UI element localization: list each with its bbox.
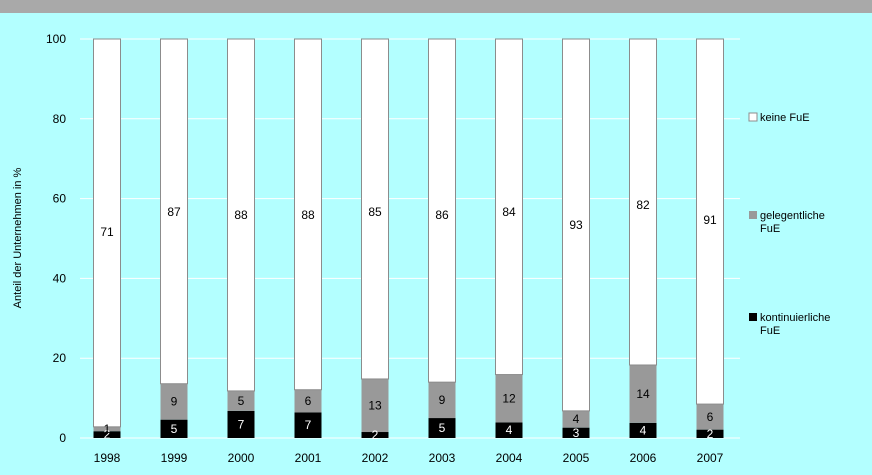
data-label: 93: [569, 218, 583, 232]
y-tick-label: 0: [59, 431, 66, 445]
bar-segment: [361, 38, 389, 380]
x-tick-label: 2006: [630, 451, 657, 465]
data-label: 5: [171, 422, 178, 436]
bar-segment: [696, 429, 724, 438]
x-tick-label: 2007: [697, 451, 724, 465]
data-label: 87: [167, 205, 181, 219]
y-tick-label: 20: [53, 351, 67, 365]
bar-segment: [428, 38, 456, 383]
x-tick-label: 2003: [429, 451, 456, 465]
legend: keine FuE gelegentliche FuE kontinuierliche…: [748, 112, 830, 337]
bar-segment: [629, 422, 657, 438]
y-tick-label: 80: [53, 112, 67, 126]
legend-label: keine FuE: [760, 112, 810, 124]
bar-segment: [629, 364, 657, 423]
y-tick-label: 100: [46, 32, 66, 46]
y-axis-label: Anteil der Unternehmen in %: [12, 167, 24, 308]
data-label: 2: [707, 427, 714, 441]
x-tick-label: 2000: [228, 451, 255, 465]
bar-segment: [361, 432, 389, 438]
data-label: 5: [238, 394, 245, 408]
bar-segment: [361, 378, 389, 433]
x-tick-label: 2002: [362, 451, 389, 465]
bar-segment: [93, 426, 121, 432]
legend-swatch: [749, 313, 757, 321]
bar-segment: [227, 390, 255, 411]
y-tick-label: 60: [53, 192, 67, 206]
data-label: 2: [372, 428, 379, 442]
data-label: 71: [100, 225, 114, 239]
data-label: 13: [368, 398, 382, 412]
data-label: 4: [506, 423, 513, 437]
bar-segment: [495, 374, 523, 423]
data-label: 6: [707, 410, 714, 424]
legend-swatch: [749, 211, 757, 219]
data-label: 12: [502, 391, 516, 405]
data-label: 4: [640, 423, 647, 437]
data-label: 88: [234, 208, 248, 222]
bar-segment: [428, 418, 456, 438]
data-label: 2: [104, 428, 111, 442]
x-tick-label: 2001: [295, 451, 322, 465]
data-label: 14: [636, 387, 650, 401]
data-label: 85: [368, 205, 382, 219]
bar-segment: [562, 427, 590, 438]
bar-segment: [696, 38, 724, 405]
x-tick-labels: 1998 1999 2000 2001 2002 2003 2004 2005 2006 2007: [94, 451, 724, 465]
bar-segment: [160, 38, 188, 385]
bar-segment: [428, 382, 456, 419]
bar-segment: [294, 38, 322, 391]
data-label: 1: [104, 422, 111, 436]
data-label: 6: [305, 394, 312, 408]
bar-segment: [562, 38, 590, 412]
bar-segment: [495, 422, 523, 438]
legend-swatch: [748, 112, 758, 122]
bar-segment: [227, 410, 255, 438]
bar-segment: [696, 404, 724, 430]
bar-segment: [160, 383, 188, 420]
x-tick-label: 1999: [161, 451, 188, 465]
data-label: 86: [435, 208, 449, 222]
data-label: 91: [703, 213, 717, 227]
bars: [93, 38, 724, 438]
x-tick-label: 2004: [496, 451, 523, 465]
data-label: 88: [301, 208, 315, 222]
bar-segment: [93, 431, 121, 438]
x-tick-label: 1998: [94, 451, 121, 465]
data-label: 9: [439, 393, 446, 407]
x-tick-label: 2005: [563, 451, 590, 465]
data-label: 7: [238, 417, 245, 431]
bar-segment: [160, 419, 188, 438]
bar-segment: [227, 38, 255, 392]
bar-segment: [562, 410, 590, 428]
data-label: 9: [171, 395, 178, 409]
y-tick-labels: 0 20 40 60 80 100: [46, 32, 66, 445]
top-bar: [0, 0, 872, 13]
data-label: 84: [502, 205, 516, 219]
bar-segment: [495, 38, 523, 376]
legend-label: kontinuierliche FuE: [760, 312, 830, 337]
y-tick-label: 40: [53, 271, 67, 285]
data-label: 7: [305, 418, 312, 432]
legend-label: gelegentliche FuE: [760, 210, 825, 235]
bar-segment: [294, 412, 322, 438]
bar-segment: [294, 389, 322, 413]
bar-segment: [93, 38, 121, 428]
data-label: 82: [636, 198, 650, 212]
bar-segment: [629, 38, 657, 366]
data-labels: 2171598775887688213855986412843493414822…: [100, 198, 717, 442]
data-label: 5: [439, 421, 446, 435]
data-label: 3: [573, 426, 580, 440]
data-label: 4: [573, 412, 580, 426]
